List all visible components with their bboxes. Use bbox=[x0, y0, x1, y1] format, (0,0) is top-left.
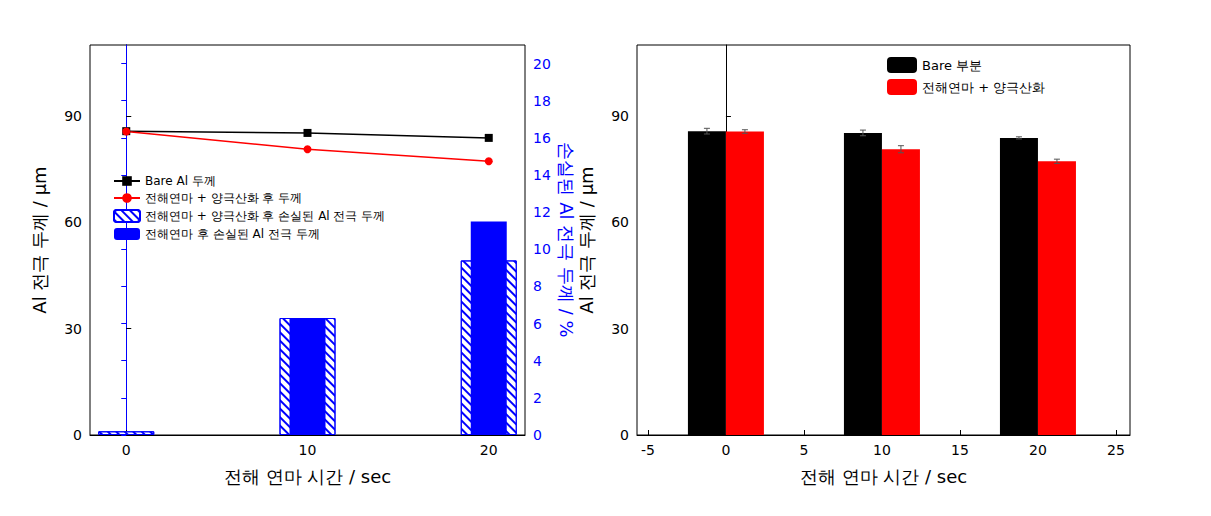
svg-text:전해연마 후 손실된 Al 전극 두께: 전해연마 후 손실된 Al 전극 두께 bbox=[145, 227, 320, 241]
svg-text:15: 15 bbox=[951, 442, 969, 458]
svg-text:18: 18 bbox=[533, 93, 551, 109]
svg-text:전해연마 + 양극산화 후 손실된 Al 전극 두께: 전해연마 + 양극산화 후 손실된 Al 전극 두께 bbox=[145, 209, 385, 223]
svg-text:전해연마 + 양극산화 후 두께: 전해연마 + 양극산화 후 두께 bbox=[145, 191, 302, 205]
svg-text:4: 4 bbox=[533, 353, 542, 369]
svg-text:Bare 부분: Bare 부분 bbox=[922, 58, 982, 73]
svg-text:2: 2 bbox=[533, 390, 542, 406]
svg-text:20: 20 bbox=[533, 56, 551, 72]
svg-text:손실된 Al 전극 두께 / %: 손실된 Al 전극 두께 / % bbox=[556, 142, 577, 337]
svg-text:Al 전극 두께 / μm: Al 전극 두께 / μm bbox=[29, 166, 50, 313]
svg-text:25: 25 bbox=[1107, 442, 1125, 458]
svg-text:0: 0 bbox=[73, 427, 82, 443]
svg-text:12: 12 bbox=[533, 204, 551, 220]
svg-text:60: 60 bbox=[611, 214, 629, 230]
svg-text:전해 연마 시간 / sec: 전해 연마 시간 / sec bbox=[800, 466, 967, 487]
svg-text:10: 10 bbox=[299, 442, 317, 458]
svg-text:0: 0 bbox=[533, 427, 542, 443]
svg-text:90: 90 bbox=[64, 108, 82, 124]
svg-text:10: 10 bbox=[873, 442, 891, 458]
svg-text:6: 6 bbox=[533, 316, 542, 332]
svg-text:0: 0 bbox=[620, 427, 629, 443]
svg-text:10: 10 bbox=[533, 241, 551, 257]
svg-text:전해 연마 시간 / sec: 전해 연마 시간 / sec bbox=[224, 466, 391, 487]
svg-text:20: 20 bbox=[1029, 442, 1047, 458]
svg-text:-5: -5 bbox=[641, 442, 655, 458]
svg-text:0: 0 bbox=[721, 442, 730, 458]
svg-text:8: 8 bbox=[533, 278, 542, 294]
svg-text:30: 30 bbox=[64, 321, 82, 337]
svg-text:90: 90 bbox=[611, 108, 629, 124]
svg-text:5: 5 bbox=[799, 442, 808, 458]
svg-text:16: 16 bbox=[533, 130, 551, 146]
svg-text:Bare Al 두께: Bare Al 두께 bbox=[145, 174, 216, 188]
svg-text:20: 20 bbox=[480, 442, 498, 458]
svg-text:14: 14 bbox=[533, 167, 551, 183]
svg-text:전해연마 + 양극산화: 전해연마 + 양극산화 bbox=[922, 80, 1045, 95]
svg-text:Al 전극 두께 / μm: Al 전극 두께 / μm bbox=[576, 166, 597, 313]
svg-text:60: 60 bbox=[64, 214, 82, 230]
svg-text:30: 30 bbox=[611, 321, 629, 337]
svg-text:0: 0 bbox=[122, 442, 131, 458]
